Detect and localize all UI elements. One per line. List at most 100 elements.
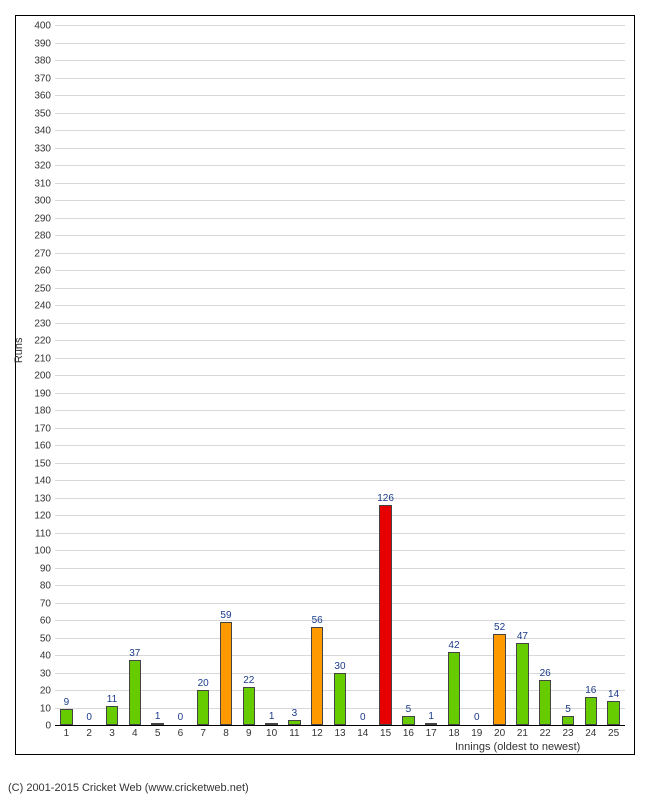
ytick-label: 20	[40, 686, 51, 697]
gridline: 240	[55, 305, 625, 306]
gridline: 360	[55, 95, 625, 96]
gridline: 280	[55, 235, 625, 236]
ytick-label: 150	[34, 458, 51, 469]
gridline: 220	[55, 340, 625, 341]
ytick-label: 210	[34, 353, 51, 364]
xtick-label: 15	[380, 728, 391, 739]
gridline: 330	[55, 148, 625, 149]
xtick-label: 9	[246, 728, 252, 739]
xtick-label: 24	[585, 728, 596, 739]
ytick-label: 190	[34, 388, 51, 399]
ytick-label: 30	[40, 668, 51, 679]
bar-value-label: 20	[198, 678, 209, 689]
bar-value-label: 47	[517, 631, 528, 642]
bar-value-label: 14	[608, 689, 619, 700]
bar: 5	[402, 716, 415, 725]
gridline: 40	[55, 655, 625, 656]
bar: 14	[607, 701, 620, 726]
bar-value-label: 0	[360, 712, 366, 723]
xtick-label: 2	[86, 728, 92, 739]
gridline: 310	[55, 183, 625, 184]
gridline: 290	[55, 218, 625, 219]
ytick-label: 40	[40, 651, 51, 662]
gridline: 170	[55, 428, 625, 429]
bar: 3	[288, 720, 301, 725]
gridline: 260	[55, 270, 625, 271]
xtick-label: 7	[200, 728, 206, 739]
xtick-label: 1	[64, 728, 70, 739]
bar: 37	[129, 660, 142, 725]
xtick-label: 21	[517, 728, 528, 739]
xtick-label: 11	[289, 728, 299, 739]
gridline: 130	[55, 498, 625, 499]
bar: 30	[334, 673, 347, 726]
xtick-label: 25	[608, 728, 619, 739]
bar-value-label: 5	[565, 704, 571, 715]
gridline: 390	[55, 43, 625, 44]
gridline: 210	[55, 358, 625, 359]
bar: 1	[151, 723, 164, 725]
bar-value-label: 26	[540, 668, 551, 679]
xtick-label: 8	[223, 728, 229, 739]
ytick-label: 400	[34, 21, 51, 32]
bar-value-label: 59	[220, 610, 231, 621]
ytick-label: 10	[40, 703, 51, 714]
gridline: 320	[55, 165, 625, 166]
ytick-label: 60	[40, 616, 51, 627]
ytick-label: 110	[35, 528, 51, 539]
bar: 1	[265, 723, 278, 725]
gridline: 120	[55, 515, 625, 516]
bar-value-label: 0	[178, 712, 184, 723]
bar-value-label: 11	[107, 694, 117, 705]
gridline: 180	[55, 410, 625, 411]
ytick-label: 180	[34, 406, 51, 417]
bar-value-label: 0	[86, 712, 92, 723]
ytick-label: 280	[34, 231, 51, 242]
bar: 42	[448, 652, 461, 726]
ytick-label: 270	[34, 248, 51, 259]
bar: 11	[106, 706, 119, 725]
xtick-label: 16	[403, 728, 414, 739]
xtick-label: 22	[540, 728, 551, 739]
xtick-label: 4	[132, 728, 138, 739]
gridline: 350	[55, 113, 625, 114]
xtick-label: 20	[494, 728, 505, 739]
bar: 126	[379, 505, 392, 726]
gridline: 230	[55, 323, 625, 324]
ytick-label: 120	[34, 511, 51, 522]
bar-value-label: 30	[334, 661, 345, 672]
chart-container: 0102030405060708090100110120130140150160…	[0, 0, 650, 800]
bar-value-label: 5	[406, 704, 412, 715]
bar: 20	[197, 690, 210, 725]
copyright-text: (C) 2001-2015 Cricket Web (www.cricketwe…	[8, 782, 249, 794]
bar: 1	[425, 723, 438, 725]
gridline: 270	[55, 253, 625, 254]
bar-value-label: 1	[155, 711, 161, 722]
bar: 26	[539, 680, 552, 726]
ytick-label: 360	[34, 91, 51, 102]
gridline: 80	[55, 585, 625, 586]
ytick-label: 100	[34, 546, 51, 557]
xtick-label: 12	[312, 728, 323, 739]
ytick-label: 200	[34, 371, 51, 382]
ytick-label: 170	[34, 423, 51, 434]
xtick-label: 5	[155, 728, 161, 739]
xtick-label: 17	[426, 728, 437, 739]
x-axis-title: Innings (oldest to newest)	[455, 741, 580, 753]
ytick-label: 370	[34, 73, 51, 84]
gridline: 340	[55, 130, 625, 131]
ytick-label: 380	[34, 56, 51, 67]
gridline: 370	[55, 78, 625, 79]
bar: 16	[585, 697, 598, 725]
bar-value-label: 37	[129, 648, 140, 659]
gridline: 160	[55, 445, 625, 446]
ytick-label: 70	[40, 598, 51, 609]
ytick-label: 50	[40, 633, 51, 644]
bar: 52	[493, 634, 506, 725]
gridline: 380	[55, 60, 625, 61]
ytick-label: 290	[34, 213, 51, 224]
xtick-label: 14	[357, 728, 368, 739]
gridline: 0	[55, 725, 625, 726]
gridline: 60	[55, 620, 625, 621]
gridline: 110	[55, 533, 625, 534]
